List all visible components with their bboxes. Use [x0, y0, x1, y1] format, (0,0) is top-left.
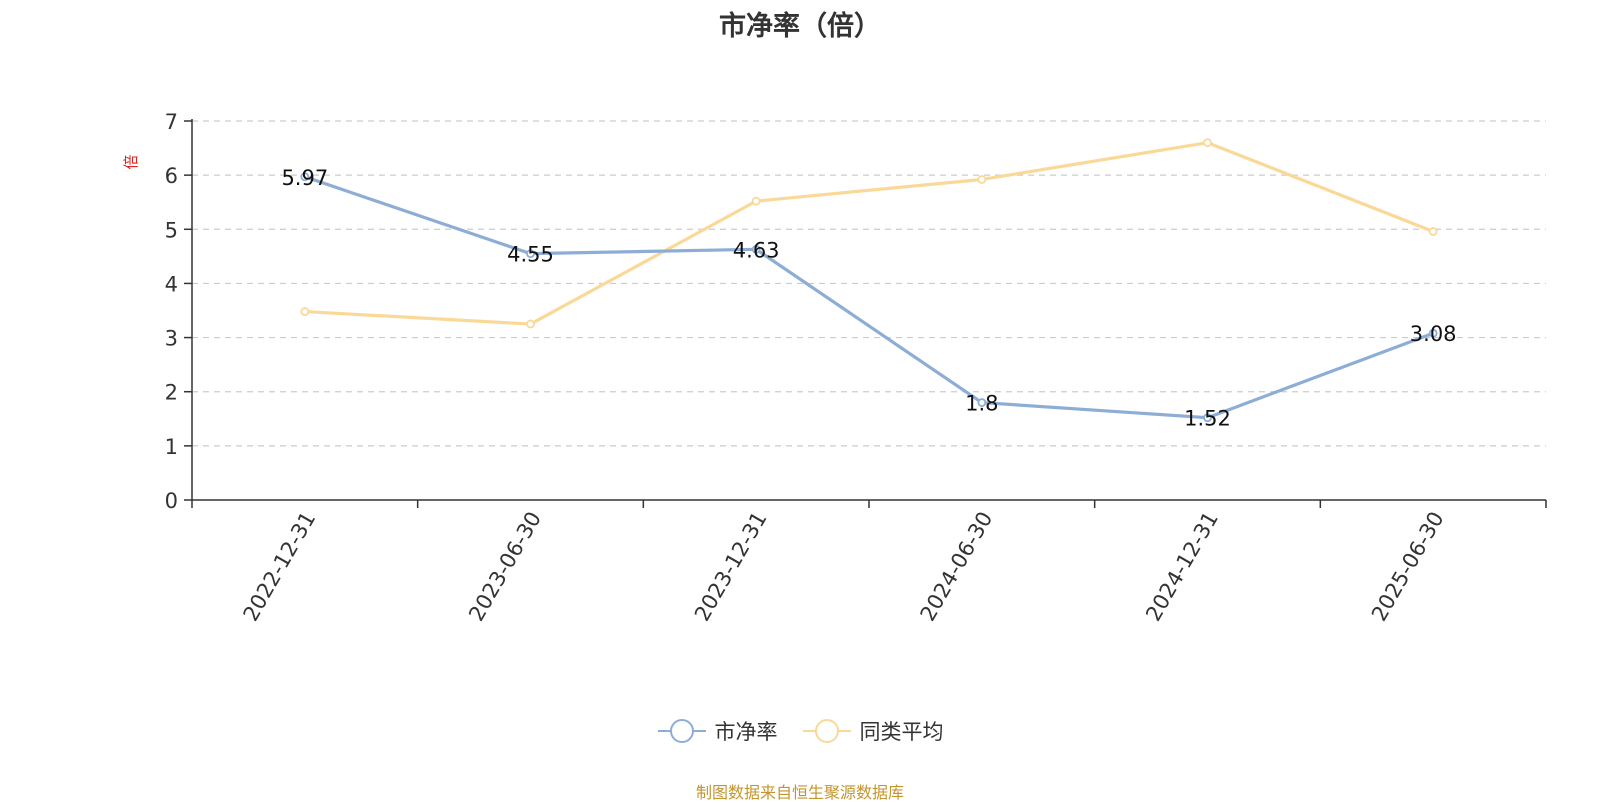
series-point-0	[751, 244, 761, 254]
y-tick-label: 4	[165, 272, 178, 296]
data-label: 4.63	[733, 238, 780, 262]
legend-symbol-icon	[657, 719, 706, 743]
y-tick-label: 6	[165, 164, 178, 188]
series-point-0	[1428, 328, 1438, 338]
y-tick-label: 1	[165, 435, 178, 459]
series-line-0	[304, 175, 1434, 420]
legend: 市净率 同类平均	[0, 716, 1600, 746]
data-label: 5.97	[281, 166, 328, 190]
legend-label: 市净率	[714, 720, 778, 744]
y-tick-label: 0	[165, 489, 178, 513]
y-axis-label: 倍	[122, 154, 140, 169]
x-tick-label: 2023-06-30	[464, 508, 546, 626]
series-point-1	[1428, 227, 1438, 236]
x-tick-label: 2023-12-31	[690, 508, 772, 626]
data-labels: 5.97 4.55 4.63 1.8 1.52 3.08	[281, 166, 1456, 431]
data-label: 4.55	[507, 243, 554, 267]
x-tick-label: 2022-12-31	[239, 508, 321, 626]
series-point-1	[300, 307, 310, 316]
legend-item-0[interactable]: 市净率	[657, 716, 778, 746]
y-tick-label: 3	[165, 327, 178, 351]
series-line-1	[304, 141, 1434, 326]
data-label: 1.52	[1184, 407, 1231, 431]
series-point-0	[526, 249, 535, 259]
y-tick-label: 5	[165, 218, 178, 242]
series-point-1	[977, 175, 987, 184]
y-tick-label: 7	[165, 110, 178, 134]
series-point-0	[1203, 413, 1212, 423]
legend-label: 同类平均	[859, 720, 944, 744]
series-point-0	[300, 172, 310, 182]
grid-lines	[192, 120, 1546, 447]
legend-symbol-icon	[802, 719, 851, 743]
x-tick-label: 2024-12-31	[1141, 508, 1223, 626]
data-label: 3.08	[1410, 322, 1457, 346]
x-tick-label: 2025-06-30	[1367, 508, 1449, 626]
series-point-0	[977, 398, 987, 407]
series-point-1	[751, 196, 761, 206]
series-point-1	[526, 319, 535, 329]
chart-title: 市净率（倍）	[719, 11, 881, 42]
source-note: 制图数据来自恒生聚源数据库	[695, 783, 904, 802]
series-lines	[300, 138, 1438, 423]
y-tick-label: 2	[165, 381, 178, 405]
data-label: 1.8	[965, 392, 998, 416]
legend-item-1[interactable]: 同类平均	[802, 716, 944, 746]
series-point-1	[1203, 138, 1212, 148]
x-tick-label: 2024-06-30	[916, 508, 998, 626]
